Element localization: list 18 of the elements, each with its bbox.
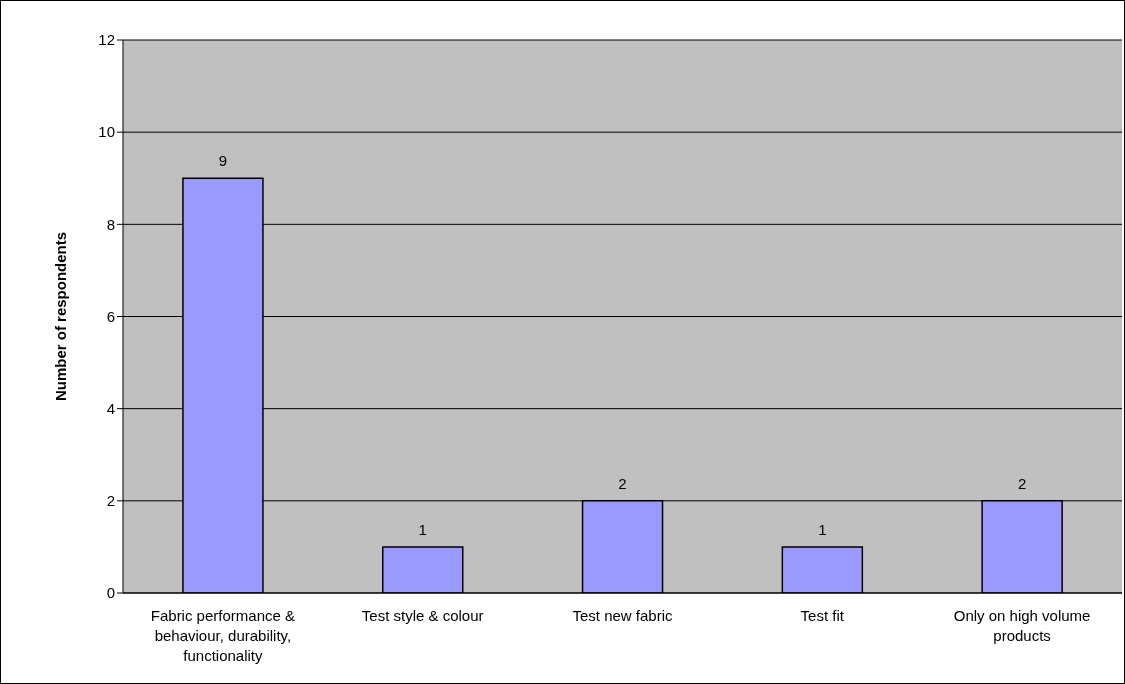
data-label: 2: [1017, 474, 1027, 492]
y-axis-title: Number of respondents: [52, 231, 70, 402]
y-tick-label: 10: [98, 123, 115, 141]
x-tick-label: Test style & colour: [361, 607, 484, 624]
x-tick-label: Fabric performance & behaviour, durability, functionality: [150, 607, 296, 664]
y-tick-label: 0: [106, 584, 115, 602]
y-tick-label: 2: [106, 492, 115, 510]
data-label: 2: [618, 474, 627, 492]
y-tick-label: 8: [106, 215, 115, 233]
data-label: 1: [418, 520, 427, 538]
x-tick-label: Only on high volume products: [953, 607, 1091, 644]
x-tick-label: Test new fabric: [572, 607, 674, 624]
y-tick-label: 12: [98, 31, 115, 49]
x-tick-label: Test fit: [800, 607, 845, 624]
y-tick-label: 6: [106, 307, 115, 325]
y-tick-label: 4: [106, 399, 115, 417]
data-label: 9: [218, 152, 228, 170]
data-label: 1: [818, 520, 827, 538]
